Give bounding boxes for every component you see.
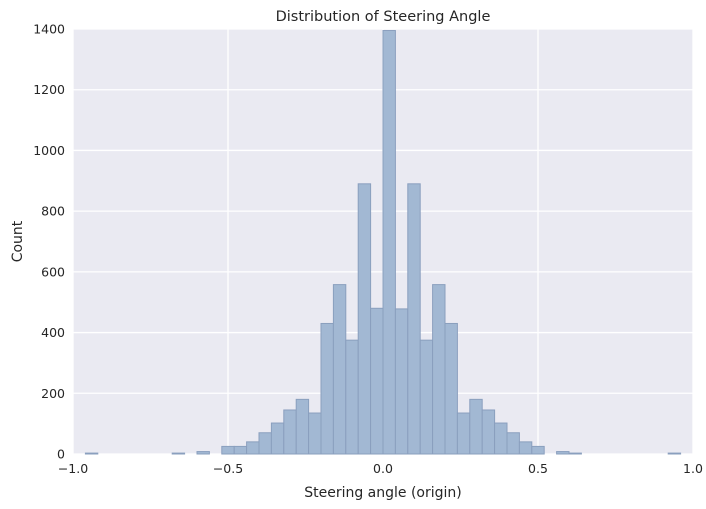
histogram-bar: [246, 441, 260, 455]
histogram-bar: [667, 452, 682, 455]
y-tick-labels: 0 200 400 600 800 1000 1200 1400: [33, 22, 65, 462]
histogram-bar: [394, 308, 409, 455]
histogram-bar: [531, 445, 545, 455]
histogram-bar: [84, 452, 99, 455]
histogram-bar: [444, 322, 458, 455]
histogram-bar: [283, 409, 297, 455]
histogram-bar: [407, 183, 421, 455]
y-tick-label: 800: [41, 204, 65, 219]
histogram-bar: [258, 432, 272, 455]
chart-title: Distribution of Steering Angle: [276, 9, 491, 25]
histogram-bar: [196, 451, 210, 455]
x-tick-label: 0.5: [528, 461, 548, 476]
histogram-bar: [419, 339, 434, 455]
x-tick-label: −1.0: [58, 461, 88, 476]
x-axis-label: Steering angle (origin): [304, 485, 462, 501]
y-tick-label: 600: [41, 264, 65, 279]
histogram-bar: [568, 452, 582, 455]
histogram-bar: [332, 284, 347, 455]
histogram-bar: [345, 339, 359, 455]
y-tick-label: 400: [41, 325, 65, 340]
histogram-bar: [295, 398, 310, 455]
y-tick-label: 200: [41, 386, 65, 401]
histogram-bar: [556, 451, 570, 455]
histogram-bar: [233, 445, 248, 455]
histogram-bar: [270, 422, 285, 455]
y-tick-label: 0: [57, 447, 65, 462]
histogram-bar: [171, 452, 186, 455]
x-tick-label: 0.0: [373, 461, 393, 476]
histogram-bar: [518, 441, 533, 455]
y-axis-label: Count: [10, 220, 26, 262]
histogram-bar: [308, 412, 322, 455]
histogram-bar: [221, 445, 235, 455]
histogram-bar: [481, 409, 496, 455]
histogram-bar: [432, 284, 446, 455]
x-tick-label: −0.5: [213, 461, 243, 476]
histogram-bar: [469, 398, 483, 455]
y-tick-label: 1000: [33, 143, 65, 158]
histogram-bar: [506, 432, 520, 455]
y-tick-label: 1200: [33, 82, 65, 97]
histogram-bar: [370, 307, 384, 455]
histogram-bar: [382, 30, 396, 455]
histogram-bar: [320, 322, 334, 455]
y-tick-label: 1400: [33, 22, 65, 37]
x-tick-labels: −1.0 −0.5 0.0 0.5 1.0: [58, 461, 703, 476]
x-tick-label: 1.0: [683, 461, 703, 476]
histogram-bars: [84, 30, 682, 455]
histogram-bar: [357, 183, 372, 455]
histogram-bar: [494, 422, 508, 455]
histogram-bar: [456, 412, 471, 455]
